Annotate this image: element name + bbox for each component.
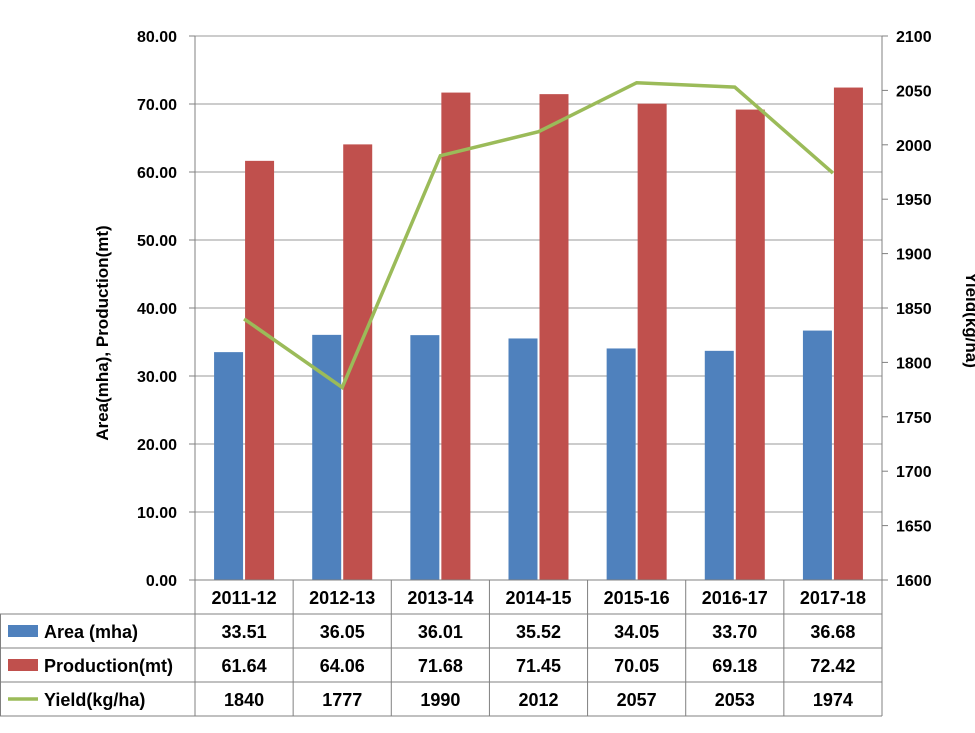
y2-tick-label: 2050 (896, 83, 932, 100)
y-tick-label: 20.00 (137, 437, 177, 454)
data-label: 36.05 (320, 622, 365, 642)
y2-tick-label: 1700 (896, 464, 932, 481)
data-label: 72.42 (810, 656, 855, 676)
category-label: 2013-14 (407, 588, 473, 608)
legend-key-area (8, 625, 38, 637)
bar-production (343, 144, 373, 580)
y2-axis-title: Yield(kg/ha) (962, 272, 975, 368)
y-tick-label: 70.00 (137, 97, 177, 114)
data-label: 1990 (420, 690, 460, 710)
bar-area (508, 338, 538, 580)
line-yield (243, 81, 835, 391)
y-tick-label: 50.00 (137, 233, 177, 250)
bar-production (637, 103, 667, 580)
data-label: 2053 (715, 690, 755, 710)
y2-tick-label: 1650 (896, 519, 932, 536)
y2-tick-label: 1900 (896, 247, 932, 264)
category-label: 2016-17 (702, 588, 768, 608)
data-label: 2057 (617, 690, 657, 710)
category-label: 2017-18 (800, 588, 866, 608)
data-label: 34.05 (614, 622, 659, 642)
data-label: 2012 (518, 690, 558, 710)
data-label: 33.51 (222, 622, 267, 642)
legend-label: Production(mt) (44, 656, 173, 676)
category-label: 2015-16 (604, 588, 670, 608)
category-label: 2012-13 (309, 588, 375, 608)
legend-key-production (8, 659, 38, 671)
data-label: 35.52 (516, 622, 561, 642)
y2-tick-label: 1600 (896, 573, 932, 590)
data-label: 70.05 (614, 656, 659, 676)
bar-production (539, 94, 569, 580)
y-tick-label: 80.00 (137, 29, 177, 46)
data-label: 36.68 (810, 622, 855, 642)
data-label: 33.70 (712, 622, 757, 642)
bar-area (410, 335, 440, 580)
y2-tick-label: 1800 (896, 355, 932, 372)
y2-tick-label: 2000 (896, 138, 932, 155)
bar-production (833, 87, 863, 580)
legend-label: Yield(kg/ha) (44, 690, 145, 710)
bar-production (441, 92, 471, 581)
y2-tick-label: 1950 (896, 192, 932, 209)
data-label: 64.06 (320, 656, 365, 676)
bar-area (704, 350, 734, 580)
data-label: 1777 (322, 690, 362, 710)
y-tick-label: 0.00 (146, 573, 177, 590)
y-tick-label: 60.00 (137, 165, 177, 182)
y-tick-label: 40.00 (137, 301, 177, 318)
y2-tick-label: 1750 (896, 410, 932, 427)
data-label: 71.68 (418, 656, 463, 676)
bar-area (214, 352, 244, 580)
bar-area (606, 348, 636, 580)
data-label: 71.45 (516, 656, 561, 676)
data-label: 36.01 (418, 622, 463, 642)
data-label: 1840 (224, 690, 264, 710)
bar-production (245, 160, 275, 580)
y-tick-label: 30.00 (137, 369, 177, 386)
bar-area (802, 330, 832, 580)
category-label: 2011-12 (212, 588, 277, 608)
y2-tick-label: 1850 (896, 301, 932, 318)
category-label: 2014-15 (505, 588, 571, 608)
legend-label: Area (mha) (44, 622, 138, 642)
data-label: 69.18 (712, 656, 757, 676)
y-tick-label: 10.00 (137, 505, 177, 522)
data-label: 61.64 (222, 656, 267, 676)
data-label: 1974 (813, 690, 853, 710)
y-axis-title: Area(mha), Production(mt) (93, 225, 112, 440)
y2-tick-label: 2100 (896, 29, 932, 46)
bar-production (735, 109, 765, 581)
